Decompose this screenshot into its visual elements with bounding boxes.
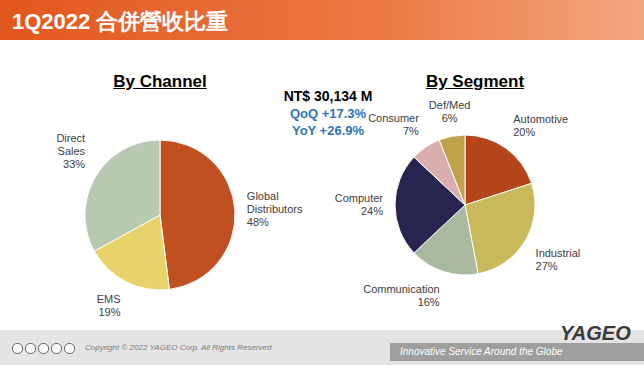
- html-text:NT$ 30,134 M: NT$ 30,134 M: [283, 88, 373, 104]
- svg-text:Communication16%: Communication16%: [363, 283, 440, 308]
- html-text:YoY +26.9%: YoY +26.9%: [291, 123, 365, 138]
- html-text:By Segment: By Segment: [425, 72, 525, 91]
- svg-text:Computer24%: Computer24%: [335, 192, 384, 217]
- html-text:By Channel: By Channel: [113, 72, 207, 91]
- svg-text:DirectSales33%: DirectSales33%: [56, 132, 85, 170]
- svg-text:GlobalDistributors48%: GlobalDistributors48%: [247, 190, 303, 228]
- svg-text:Def/Med6%: Def/Med6%: [429, 99, 471, 124]
- svg-text:Industrial27%: Industrial27%: [536, 247, 581, 272]
- svg-text:EMS19%: EMS19%: [97, 293, 121, 318]
- html-text:1Q2022 合併營收比重: 1Q2022 合併營收比重: [12, 9, 229, 34]
- svg-text:Automotive20%: Automotive20%: [513, 113, 568, 138]
- svg-text:Consumer7%: Consumer7%: [368, 112, 419, 137]
- html-text:YAGEO: YAGEO: [560, 322, 631, 344]
- html-text:Copyright © 2022 YAGEO Corp. A: Copyright © 2022 YAGEO Corp. All Rights …: [85, 343, 272, 352]
- html-text:Innovative Service Around the: Innovative Service Around the Globe: [400, 346, 563, 357]
- html-text:QoQ +17.3%: QoQ +17.3%: [289, 106, 367, 121]
